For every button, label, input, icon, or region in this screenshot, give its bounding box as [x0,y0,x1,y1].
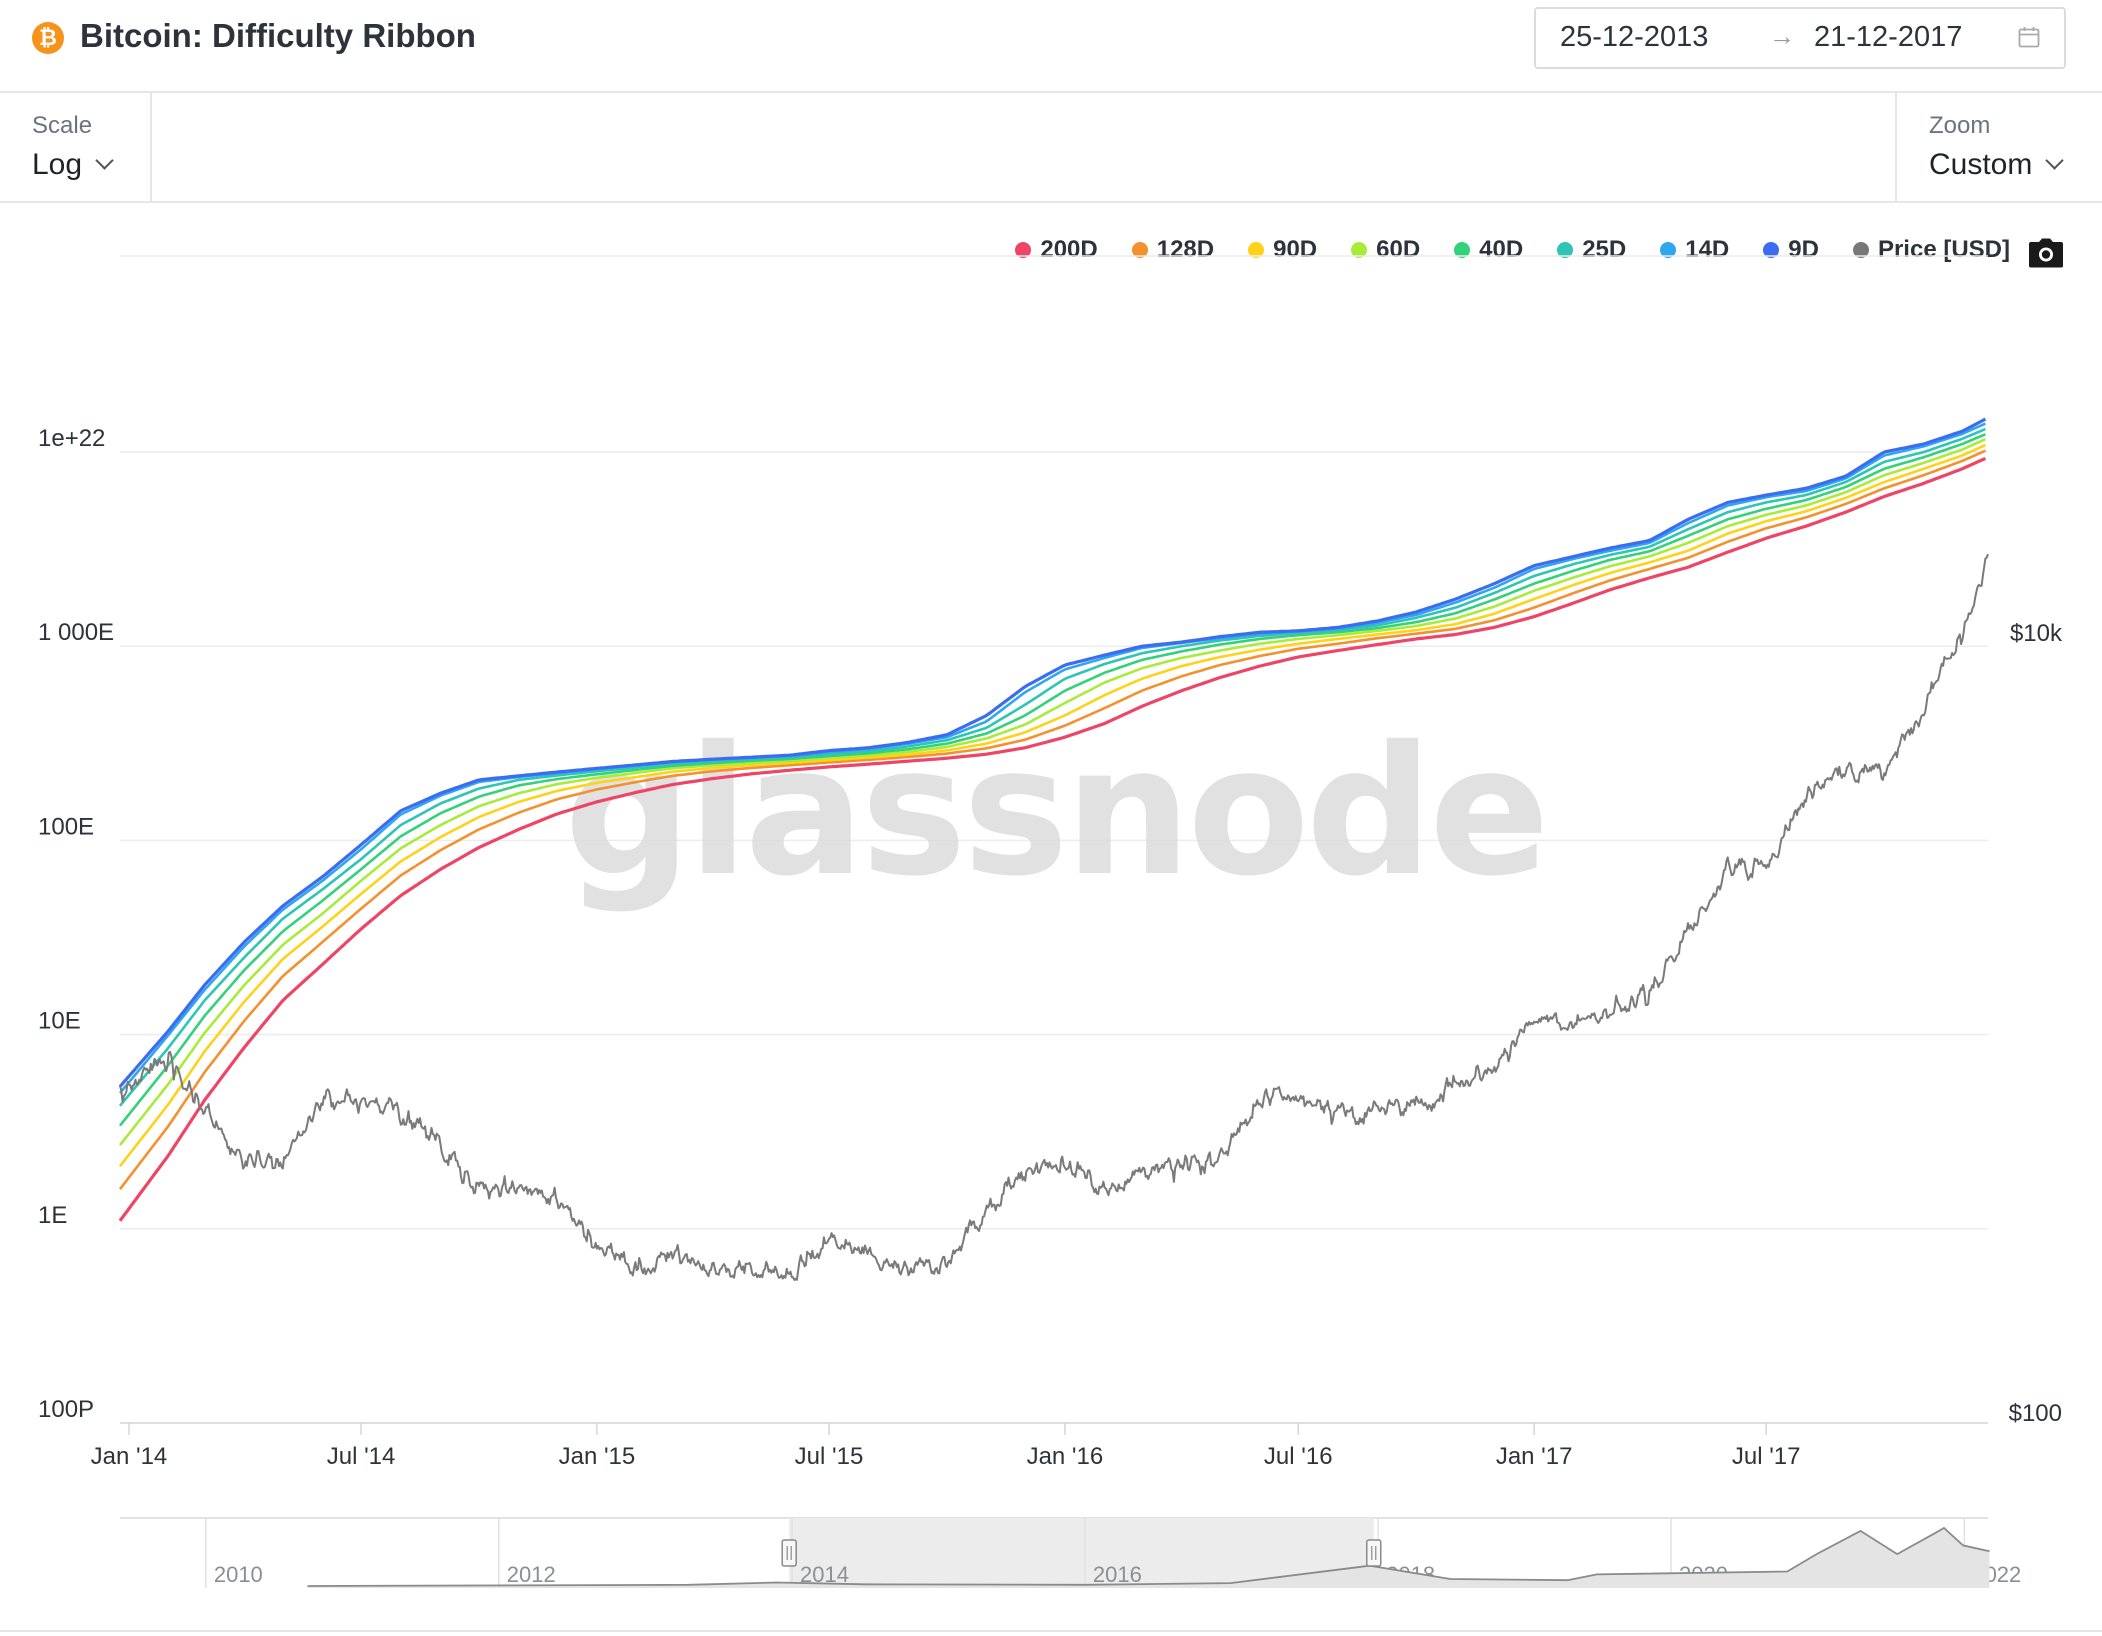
date-start-input[interactable]: 25-12-2013 [1560,21,1709,53]
legend-label: 60D [1376,236,1421,263]
date-end-input[interactable]: 21-12-2017 [1814,21,1963,53]
series-line-40d[interactable] [118,433,1986,1127]
legend-item[interactable]: 14D [1660,236,1729,264]
x-axis-tick-label: Jul '15 [795,1443,864,1470]
zoom-dropdown[interactable]: Custom [1929,148,2065,182]
y-axis-right-tick-label: $100 [2009,1400,2062,1427]
glassnode-watermark: glassnode [564,708,1546,915]
legend-item[interactable]: 40D [1454,236,1523,264]
navigator-year-label: 2010 [214,1562,263,1587]
y-axis-right-tick-label: $10k [2010,620,2063,647]
legend-label: 14D [1685,236,1730,263]
series-line-9d[interactable] [118,417,1987,1088]
zoom-value: Custom [1929,148,2033,181]
x-axis-tick-label: Jul '14 [327,1443,396,1470]
legend-label: 9D [1788,236,1819,263]
y-axis-tick-label: 1E [38,1202,67,1229]
legend-dot-icon [1454,242,1471,258]
chevron-down-icon [2045,151,2065,170]
calendar-icon[interactable] [2018,26,2040,48]
series-line-25d[interactable] [118,427,1986,1107]
bitcoin-icon: ₿ [32,22,64,54]
divider [1895,93,1897,201]
scale-value: Log [32,148,83,181]
navigator-handle[interactable] [1366,1539,1382,1567]
x-axis-tick-label: Jan '15 [559,1443,636,1470]
y-axis-tick-label: 1e+22 [38,425,105,452]
legend-dot-icon [1248,242,1265,258]
x-axis-tick-label: Jan '17 [1496,1443,1573,1470]
series-line-128d[interactable] [118,449,1986,1190]
legend-dot-icon [1351,242,1368,258]
series-line-200d[interactable] [118,456,1987,1222]
legend-label: 25D [1582,236,1627,263]
x-axis-tick-label: Jan '16 [1027,1443,1104,1470]
legend-item[interactable]: 60D [1351,236,1420,264]
legend-dot-icon [1131,242,1148,258]
legend-dot-icon [1660,242,1677,258]
legend-item[interactable]: 200D [1015,236,1098,264]
y-axis-tick-label: 10E [38,1008,81,1035]
legend-dot-icon [1015,242,1032,258]
date-range-picker[interactable]: 25-12-2013 → 21-12-2017 [1534,7,2066,69]
legend-item[interactable]: Price [USD] [1852,236,2010,264]
zoom-label: Zoom [1929,112,1991,139]
series-line-price[interactable] [119,553,1989,1281]
ribbon-series-group [118,417,1987,1222]
navigator-handle[interactable] [781,1539,797,1567]
legend-label: 40D [1479,236,1524,263]
legend-label: 90D [1273,236,1318,263]
x-axis-tick-label: Jan '14 [91,1443,168,1470]
camera-icon[interactable] [2028,238,2064,268]
legend-dot-icon [1852,242,1869,258]
legend-dot-icon [1557,242,1574,258]
navigator-year-label: 2016 [1093,1562,1142,1587]
series-line-60d[interactable] [118,438,1986,1146]
legend-label: 200D [1040,236,1098,263]
series-line-14d[interactable] [118,422,1986,1094]
header: ₿ Bitcoin: Difficulty Ribbon 25-12-2013 … [0,0,2102,93]
y-axis-tick-label: 1 000E [38,619,114,646]
divider [0,1630,2102,1632]
y-axis-tick-label: 100E [38,813,94,840]
navigator-year-label: 2012 [507,1562,556,1587]
scale-label: Scale [32,112,93,139]
navigator[interactable]: 2010201220142016201820202022 [120,1517,2021,1588]
legend-label: Price [USD] [1877,236,2010,263]
legend-item[interactable]: 25D [1557,236,1626,264]
y-axis-tick-label: 100P [38,1396,94,1423]
arrow-right-icon: → [1769,21,1795,51]
legend-item[interactable]: 90D [1248,236,1317,264]
legend-label: 128D [1156,236,1215,263]
navigator-selection[interactable] [789,1518,1374,1588]
page-title: Bitcoin: Difficulty Ribbon [80,17,476,54]
chart-area[interactable]: glassnode 1e+22 1 000E 100E 10E 1E 100P $10k $10… [0,205,2102,1605]
legend-item[interactable]: 128D [1131,236,1215,264]
divider [150,93,152,201]
chart-legend: 200D 128D 90D 60D 40D 25D 14D 9D Price [USD] [981,236,2010,264]
x-axis-tick-label: Jul '17 [1732,1443,1801,1470]
navigator-series-line [307,1526,1990,1587]
chart-controls: Scale Log Zoom Custom [0,93,2102,203]
legend-item[interactable]: 9D [1763,236,1819,264]
scale-dropdown[interactable]: Log [32,148,114,182]
x-axis-tick-label: Jul '16 [1264,1443,1333,1470]
navigator-area [307,1528,1990,1588]
series-line-90d[interactable] [118,443,1986,1167]
chevron-down-icon [95,151,114,170]
legend-dot-icon [1763,242,1780,258]
